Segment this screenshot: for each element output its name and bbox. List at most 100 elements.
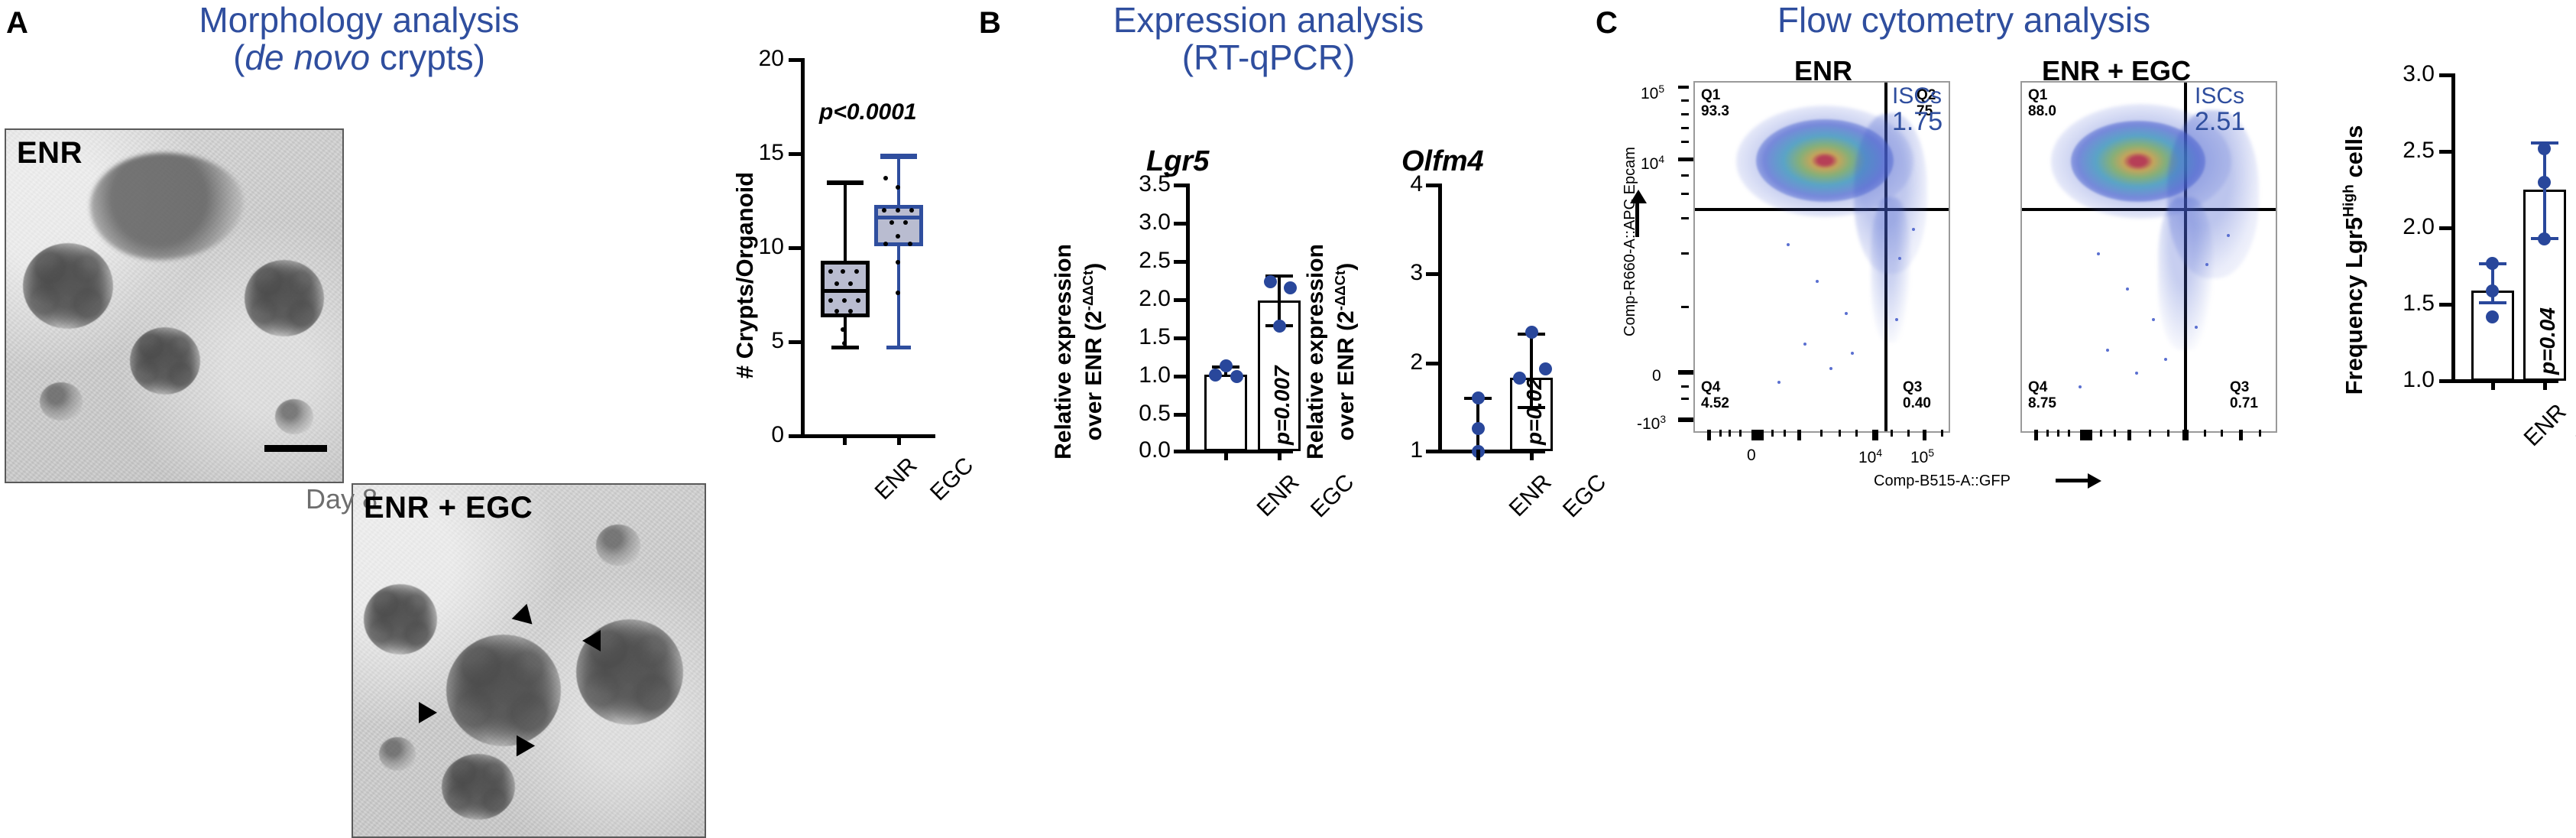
flow-1-q3-label: Q3 0.40 — [1903, 379, 1931, 412]
x-tick — [1278, 450, 1282, 460]
panel-c-letter: C — [1596, 6, 1618, 40]
whisker-cap-upper — [880, 154, 917, 159]
flow-x-tick-minor — [2149, 430, 2151, 437]
y-tick-label: 0.0 — [1139, 437, 1171, 463]
scatter-dot — [1803, 343, 1806, 346]
data-point — [896, 234, 900, 239]
flow-y-tick-minor — [1681, 141, 1689, 143]
flow-x-tick-minor — [1907, 430, 1910, 437]
x-tick-label-egc: EGC — [2571, 399, 2576, 453]
flow-y-tick-minor — [1681, 217, 1689, 219]
flow-x-tick — [1707, 430, 1711, 440]
flow-x-tick — [2127, 430, 2131, 440]
flow-y-tick-major — [1678, 370, 1693, 375]
x-tick-label-enr: ENR — [2519, 399, 2571, 452]
x-axis-line — [801, 434, 935, 438]
data-point — [2538, 176, 2551, 189]
x-tick-label-enr: ENR — [870, 453, 922, 505]
data-point — [2538, 142, 2551, 155]
quadrant-vertical-line — [2184, 83, 2187, 431]
density-lower-tail — [1871, 197, 1910, 343]
data-point — [1539, 362, 1552, 375]
data-point — [1220, 359, 1233, 372]
data-point — [848, 309, 853, 313]
flow-x-tick-minor — [1719, 430, 1722, 437]
bar-enr — [1204, 375, 1247, 451]
data-point — [841, 327, 845, 332]
data-point — [896, 185, 900, 190]
panel-b-title: Expression analysis (RT-qPCR) — [1009, 2, 1528, 76]
flow-2-q1-label: Q1 88.0 — [2028, 87, 2056, 120]
flow-y-tick-label: 0 — [1652, 367, 1661, 385]
data-point — [1273, 320, 1286, 333]
flow-x-tick-minor — [2100, 430, 2102, 437]
y-tick-label: 2.5 — [1139, 248, 1171, 273]
flow-2-isc-value: 2.51 — [2195, 107, 2246, 136]
data-point — [908, 242, 912, 246]
density-cloud — [2071, 121, 2205, 202]
scatter-dot — [1777, 381, 1781, 384]
flow-x-tick-mantissa: 10 — [1858, 449, 1877, 466]
flow-x-axis-label: Comp-B515-A::GFP — [1874, 473, 2011, 490]
y-tick — [1426, 362, 1440, 365]
flow-x-axis-label-post: ::GFP — [1970, 473, 2011, 489]
flow-x-tick-minor — [1941, 430, 1943, 437]
y-tick — [1174, 260, 1188, 264]
y-tick — [1426, 272, 1440, 276]
arrowhead-icon — [419, 702, 437, 723]
y-tick-label: 2.0 — [2403, 214, 2435, 239]
bar-enr — [2471, 291, 2514, 381]
organoid — [23, 243, 113, 329]
flow-1-q2-label: Q2 75 — [1917, 87, 1936, 120]
error-cap-egc-upper — [1265, 274, 1293, 278]
x-axis-arrow-icon — [2088, 473, 2101, 489]
data-point — [842, 298, 847, 303]
data-point — [883, 242, 888, 246]
data-point — [882, 208, 886, 213]
y-axis-label-sup: High — [2341, 184, 2357, 217]
density-cloud — [1756, 119, 1894, 202]
x-tick-label-enr: ENR — [1252, 469, 1304, 522]
micrograph-enr: ENR — [5, 128, 344, 483]
y-tick — [1426, 184, 1440, 187]
error-bar-enr — [2491, 263, 2494, 303]
flow-x-tick-minor — [2167, 430, 2169, 437]
data-point — [1472, 391, 1485, 404]
flow-x-tick — [1797, 430, 1801, 440]
y-tick-label: 10 — [758, 234, 784, 259]
flow-x-tick-major — [1751, 430, 1764, 440]
y-tick — [1426, 450, 1440, 453]
p-value-annotation: p=0.007 — [1270, 365, 1294, 445]
flow-x-tick-minor — [1839, 430, 1841, 437]
scatter-dot — [2097, 252, 2100, 255]
error-cap-enr-lower — [2479, 301, 2506, 304]
data-point — [1525, 326, 1538, 339]
panel-a-title-paren-open: ( — [233, 37, 245, 77]
scatter-dot — [1816, 280, 1819, 283]
data-point — [1472, 422, 1485, 435]
data-point — [1264, 275, 1277, 288]
q2-name: Q2 — [1917, 87, 1936, 103]
flow-y-tick-minor — [1681, 306, 1689, 308]
y-tick — [2439, 379, 2453, 383]
density-lower-tail — [2158, 197, 2213, 350]
x-tick-label-egc: EGC — [1558, 469, 1612, 523]
flow-y-tick-minor — [1681, 174, 1689, 177]
quadrant-vertical-line — [1884, 83, 1887, 431]
organoid — [364, 584, 437, 654]
y-axis-line — [2451, 73, 2455, 382]
flow-x-tick-minor — [2221, 430, 2223, 437]
q4-name: Q4 — [2028, 379, 2048, 395]
panel-a-title-line1: Morphology analysis — [199, 0, 520, 40]
y-axis-line — [801, 58, 805, 437]
flow-2-isc-label: ISCs — [2195, 83, 2245, 109]
q1-name: Q1 — [2028, 87, 2048, 103]
organoid — [275, 399, 313, 434]
density-halo — [2051, 104, 2231, 219]
y-tick-label: 5 — [771, 328, 784, 353]
y-axis-label-pre: Frequency Lgr5 — [2341, 216, 2367, 395]
scatter-dot — [1829, 367, 1832, 370]
y-tick-label: 3.0 — [1139, 210, 1171, 235]
data-point — [828, 269, 833, 274]
flow-y-tick-major — [1678, 158, 1693, 161]
